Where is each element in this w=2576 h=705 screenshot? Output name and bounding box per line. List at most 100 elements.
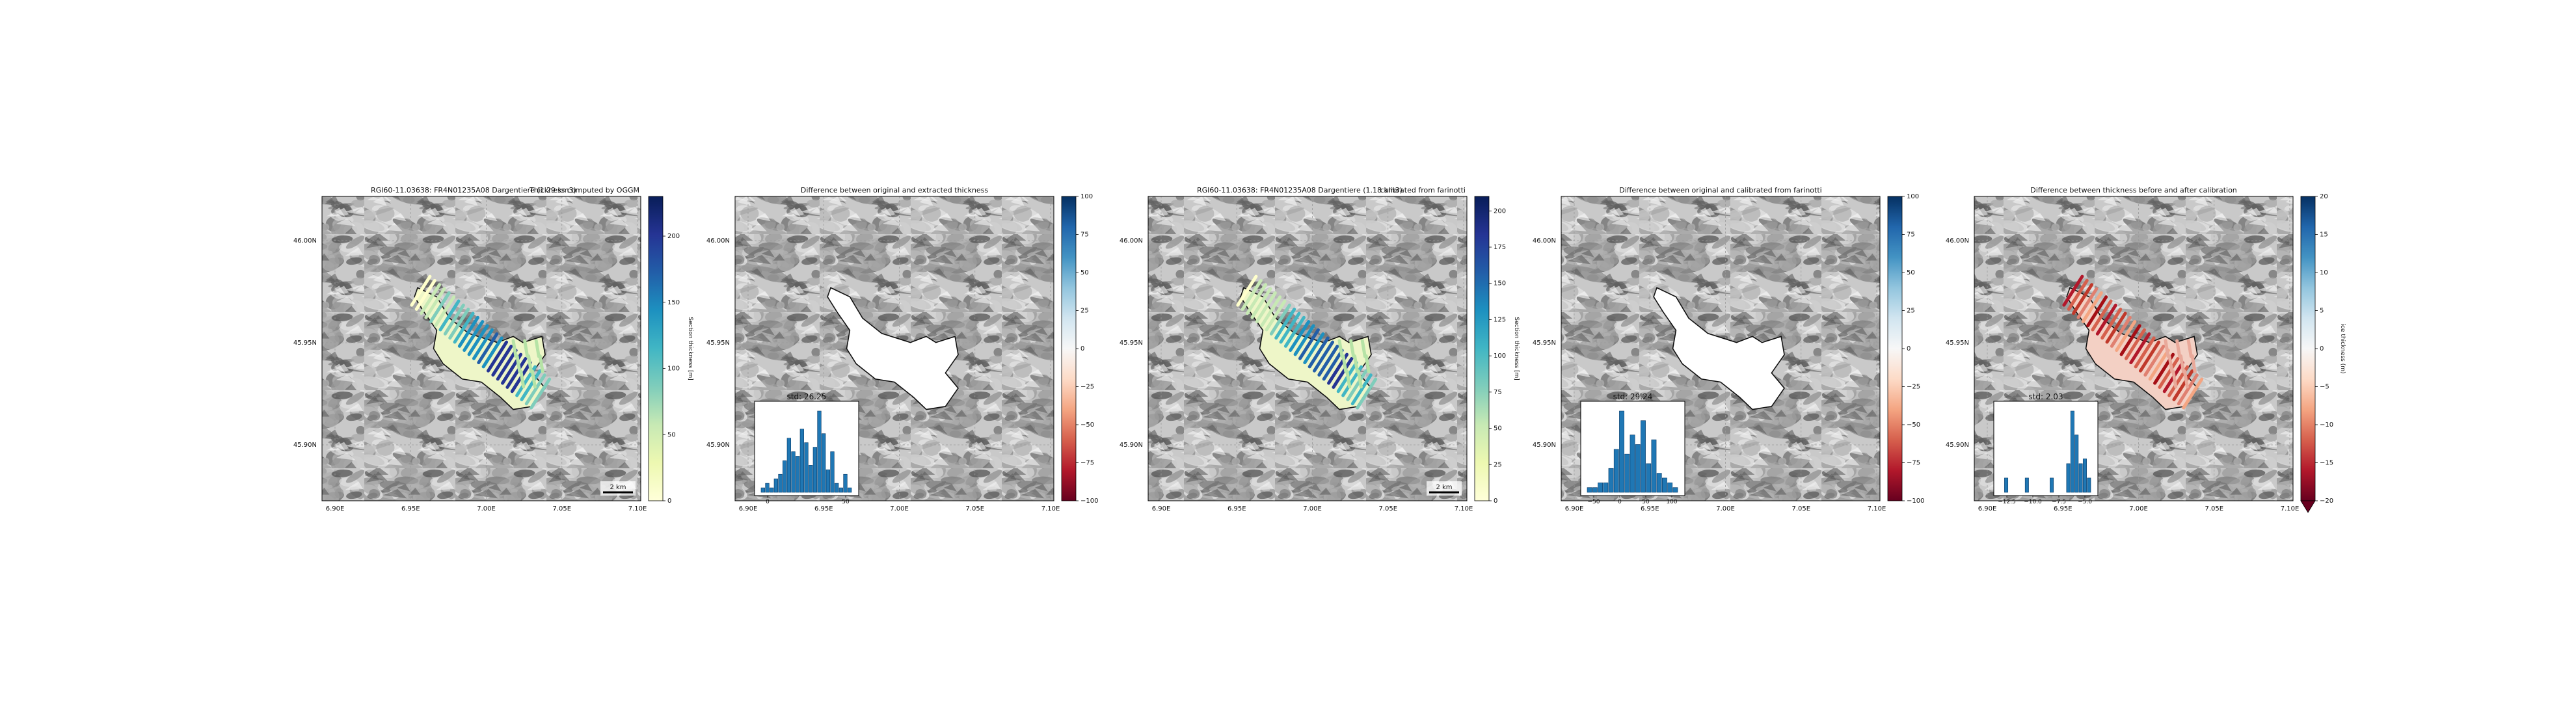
- scalebar-label: 2 km: [610, 484, 626, 491]
- colorbar-tick-label: 100: [1907, 193, 1919, 200]
- flowline-section: [2182, 377, 2204, 410]
- panel-subtitle: Thickness computed by OGGM: [529, 186, 639, 194]
- flowline-section: [2158, 356, 2180, 389]
- flowline-section: [524, 373, 546, 406]
- flowline-section: [527, 354, 533, 373]
- histogram-bar: [835, 483, 839, 493]
- flowline-section: [2139, 340, 2160, 373]
- colorbar-extend-arrow: [2300, 500, 2316, 513]
- flowline-section: [2179, 354, 2186, 373]
- panel-title: Difference between original and extracte…: [801, 186, 989, 194]
- x-tick-label: 6.95E: [1641, 505, 1659, 512]
- flowline-section: [1332, 356, 1354, 389]
- histogram-bar: [1646, 463, 1652, 493]
- histogram-bar: [773, 478, 778, 493]
- colorbar-tick-label: 50: [1494, 425, 1502, 432]
- flowline-section: [1346, 369, 1368, 401]
- colorbar-tick-label: 25: [1494, 461, 1502, 468]
- map-frame: [1974, 196, 2294, 501]
- colorbar-tick-label: 0: [2320, 345, 2324, 352]
- colorbar-tick-label: 100: [1080, 193, 1093, 200]
- colorbar-tick-label: 20: [2320, 193, 2328, 200]
- histogram-bar: [1619, 410, 1624, 493]
- flowline-section: [1265, 299, 1287, 332]
- inset-histogram: std: 2.03 −12.5 −10.0 −7.5 −5.0: [1993, 392, 2099, 505]
- x-tick-label: 7.00E: [1716, 505, 1735, 512]
- histogram-bar: [848, 487, 852, 493]
- histogram-bar: [2066, 463, 2071, 493]
- colorbar-tick-label: 75: [1494, 389, 1502, 396]
- flowline-section: [1317, 344, 1339, 377]
- x-tick-label: 7.05E: [1791, 505, 1810, 512]
- flowline-section: [505, 356, 528, 389]
- flowline-section: [530, 377, 552, 410]
- inset-x-tick-label: 0: [1618, 499, 1622, 505]
- x-tick-label: 7.00E: [890, 505, 909, 512]
- flowline-section: [2105, 312, 2127, 344]
- histogram-bar: [783, 460, 787, 493]
- flowline-section: [2190, 354, 2197, 373]
- x-tick-label: 7.05E: [552, 505, 571, 512]
- x-tick-label: 6.95E: [2054, 505, 2073, 512]
- y-tick-label: 46.00N: [1120, 237, 1143, 245]
- x-tick-label: 6.90E: [1152, 505, 1171, 512]
- panel-diff-calibrated: Difference between original and calibrat…: [1533, 186, 1925, 512]
- histogram-bar: [2082, 459, 2087, 493]
- colorbar-tick-label: 0: [1080, 345, 1084, 352]
- histogram-bar: [1624, 453, 1630, 493]
- colorbar-tick-label: 50: [1080, 269, 1089, 276]
- colorbar-tick-label: 75: [1907, 232, 1915, 239]
- colorbar-tick-label: 50: [667, 431, 676, 438]
- flowline-section: [2110, 315, 2132, 348]
- panel-thickness-oggm: RGI60-11.03638: FR4N01235A08 Dargentiere…: [293, 186, 693, 512]
- panel-subtitle: calibrated from farinotti: [1380, 186, 1466, 194]
- flowline-section: [2164, 339, 2170, 358]
- flowline-section: [1246, 283, 1268, 315]
- glacier-outline: [827, 287, 959, 410]
- flowline-section: [1293, 324, 1315, 356]
- x-tick-label: 6.95E: [1228, 505, 1246, 512]
- flowline-section: [2167, 354, 2174, 373]
- map-frame: [734, 196, 1054, 501]
- glacier-outline: [1653, 287, 1786, 410]
- flowline-section: [1350, 373, 1373, 406]
- histogram-bar: [799, 429, 804, 493]
- flowline-section: [491, 344, 513, 377]
- map-frame: [1561, 196, 1881, 501]
- flowline-section: [420, 283, 442, 315]
- flowline-section: [481, 336, 503, 369]
- colorbar: [1474, 196, 1490, 501]
- colorbar-tick-label: 15: [2320, 232, 2328, 239]
- x-tick-label: 7.05E: [2205, 505, 2223, 512]
- colorbar-tick-label: 0: [667, 498, 671, 505]
- x-tick-label: 7.05E: [965, 505, 984, 512]
- flowline-section: [1260, 295, 1282, 328]
- colorbar-tick-label: 0: [1907, 345, 1911, 352]
- flowline-section: [2067, 278, 2089, 311]
- y-tick-label: 46.00N: [293, 237, 317, 245]
- colorbar-tick-label: 100: [667, 366, 680, 373]
- colorbar-tick-label: 100: [1494, 352, 1506, 360]
- colorbar-tick-label: 150: [667, 299, 680, 306]
- x-tick-label: 7.00E: [477, 505, 496, 512]
- flowline-section: [2100, 308, 2123, 340]
- map-frame: [1147, 196, 1468, 501]
- colorbar-tick-label: 25: [1080, 308, 1089, 315]
- colorbar-tick-label: −15: [2320, 460, 2333, 467]
- flowline-section: [1360, 339, 1367, 358]
- flowline-section: [1356, 377, 1378, 410]
- histogram-bar: [791, 451, 796, 493]
- flowline-section: [1289, 320, 1311, 352]
- flowline-section: [448, 308, 470, 340]
- histogram-bar: [809, 465, 813, 493]
- histogram-bar: [2004, 477, 2009, 493]
- y-tick-label: 45.90N: [293, 442, 317, 449]
- colorbar-tick-label: −75: [1907, 460, 1920, 467]
- inset-histogram: std: 26.25 0 50: [754, 392, 859, 505]
- inset-x-tick-label: 100: [1666, 499, 1677, 505]
- x-tick-label: 7.00E: [1303, 505, 1322, 512]
- inset-x-tick-label: −12.5: [1998, 499, 2016, 505]
- map-frame: [321, 196, 641, 501]
- colorbar: [2300, 196, 2316, 501]
- inset-x-tick-label: −5.0: [2078, 499, 2092, 505]
